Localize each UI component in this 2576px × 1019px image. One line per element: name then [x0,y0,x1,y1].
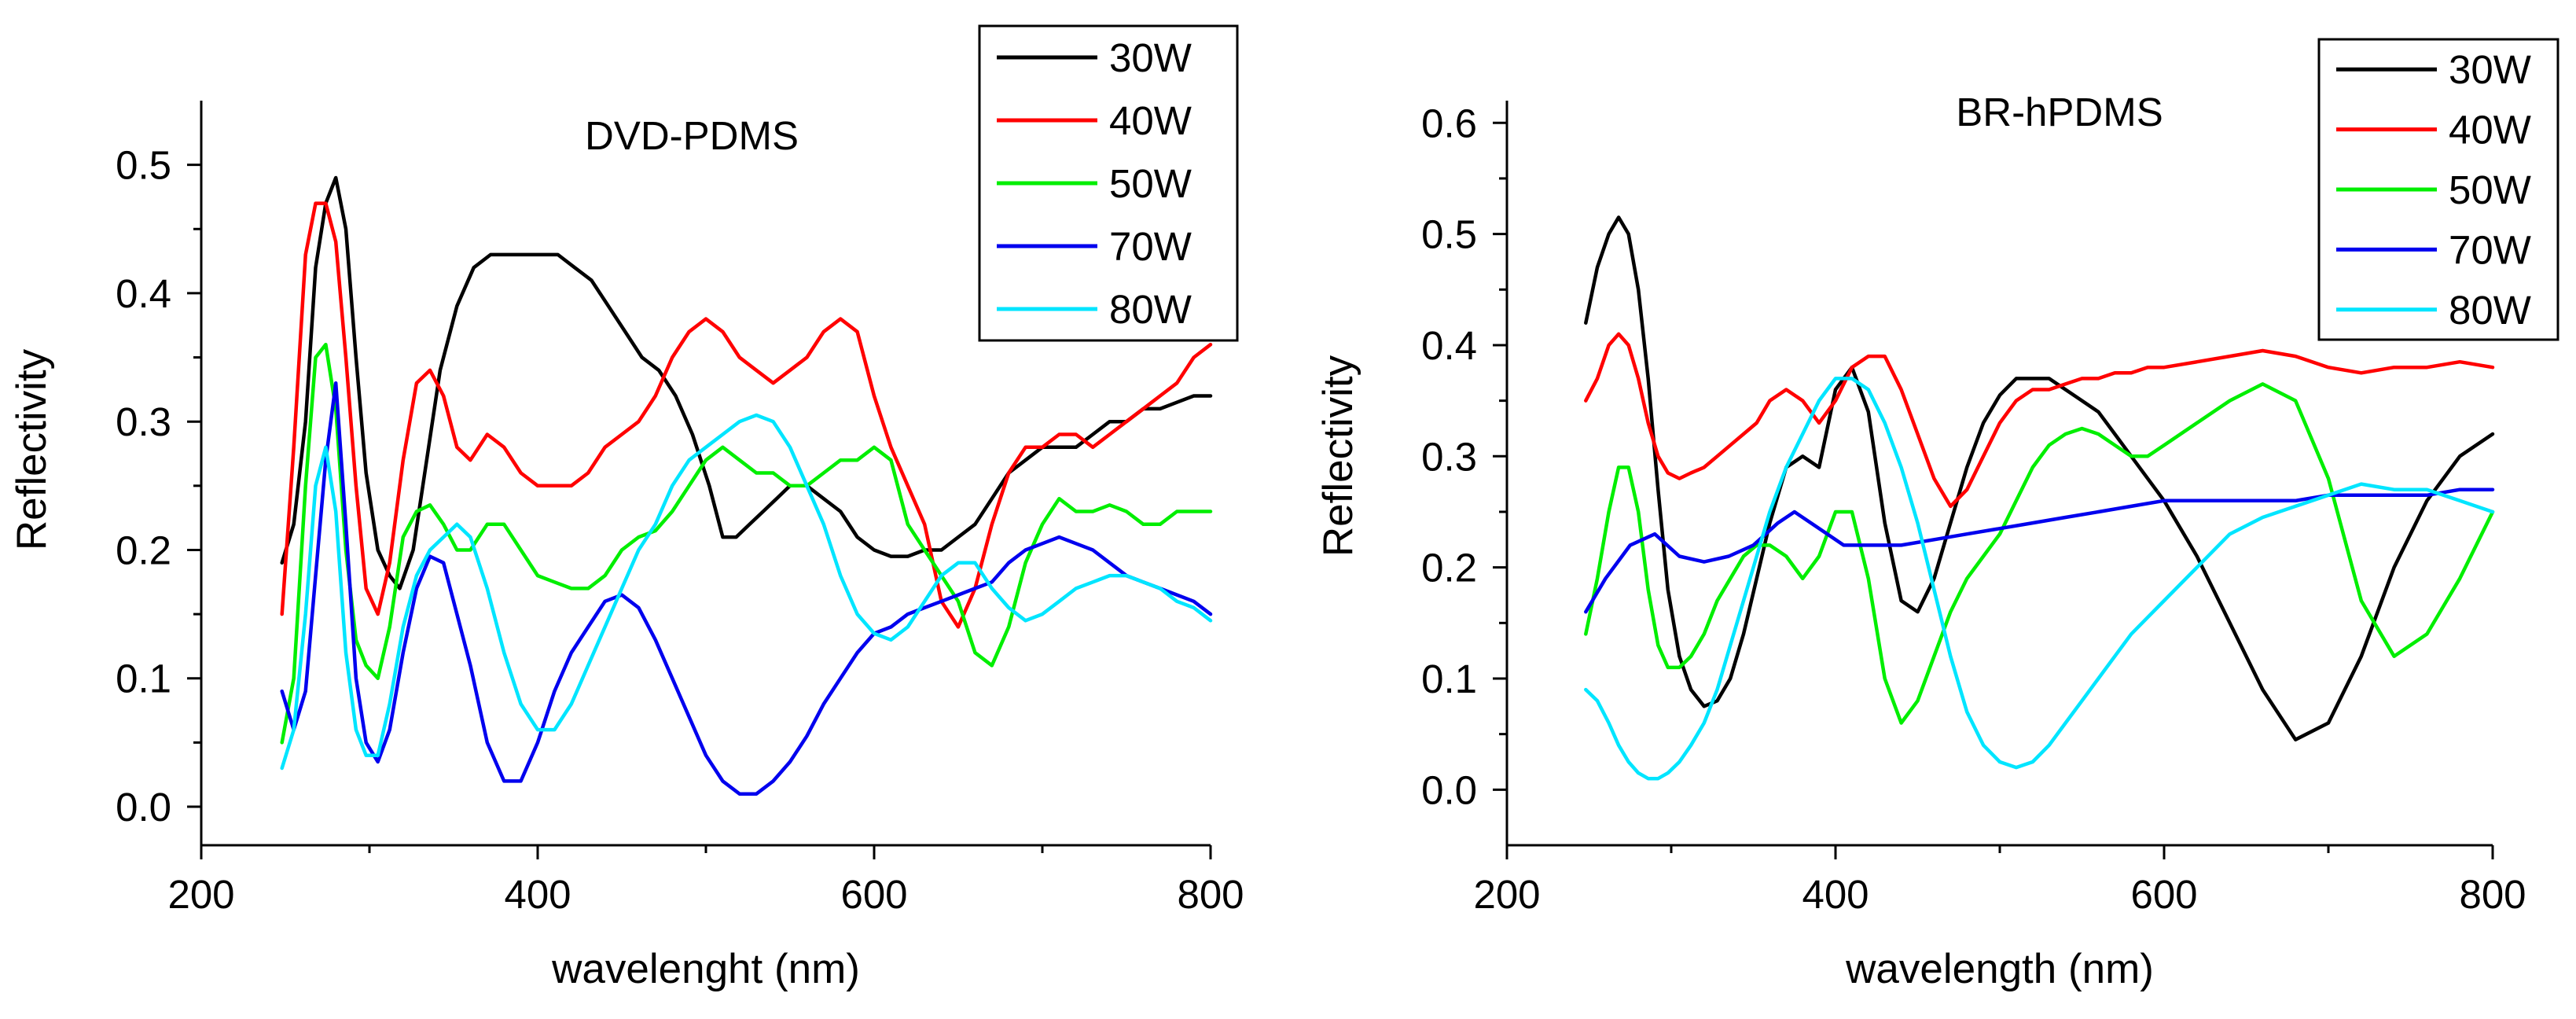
y-tick-label: 0.2 [116,528,171,572]
legend-label: 40W [2449,108,2531,153]
x-tick-label: 400 [1802,872,1869,917]
y-tick-label: 0.4 [1421,323,1477,368]
x-tick-label: 800 [1177,872,1244,917]
y-tick-label: 0.3 [1421,434,1477,479]
legend-label: 50W [2449,167,2531,212]
y-tick-label: 0.0 [1421,767,1477,812]
chart-title: DVD-PDMS [585,113,799,158]
x-tick-label: 200 [1473,872,1540,917]
legend-label: 70W [1109,224,1192,269]
x-tick-label: 800 [2459,872,2526,917]
series-line-50w [280,342,1213,745]
chart-title: BR-hPDMS [1956,90,2163,134]
series-line-80w [280,413,1213,771]
legend-label: 30W [1109,35,1192,80]
x-tick-label: 600 [2130,872,2197,917]
series-line-50w [1584,382,2495,725]
x-tick-label: 200 [167,872,234,917]
y-tick-label: 0.4 [116,271,171,316]
series-line-70w [280,381,1213,796]
y-tick-label: 0.1 [116,657,171,701]
series-line-30w [280,175,1213,590]
x-axis-label: wavelength (nm) [1845,946,2154,992]
y-tick-label: 0.6 [1421,101,1477,145]
y-tick-label: 0.0 [116,785,171,830]
y-tick-label: 0.5 [116,143,171,188]
series-line-40w [280,201,1213,629]
x-tick-label: 400 [504,872,571,917]
y-tick-label: 0.2 [1421,546,1477,590]
legend-label: 50W [1109,161,1192,206]
legend-label: 40W [1109,98,1192,143]
series-line-30w [1584,215,2495,741]
y-tick-label: 0.1 [1421,657,1477,701]
series-line-40w [1584,332,2495,509]
series-line-80w [1584,377,2495,781]
legend-label: 70W [2449,227,2531,272]
legend-label: 30W [2449,47,2531,92]
x-axis-label: wavelenght (nm) [551,946,860,992]
y-tick-label: 0.3 [116,399,171,444]
legend-label: 80W [2449,288,2531,333]
legend: 30W 40W 50W 70W 80W [978,24,1239,342]
legend: 30W 40W 50W 70W 80W [2317,38,2559,341]
legend-label: 80W [1109,287,1192,332]
x-tick-label: 600 [840,872,907,917]
y-axis-label: Reflectivity [9,348,55,550]
y-tick-label: 0.5 [1421,212,1477,257]
chart-br-hpdms: 200 400 600 800 0.0 0.1 0.2 0.3 0.4 0.5 0.6 wavelen… [1315,38,2559,992]
y-axis-label: Reflectivity [1315,355,1361,557]
chart-dvd-pdms: 200 400 600 800 0.0 0.1 0.2 0.3 0.4 0.5 wavelenght… [9,24,1244,992]
